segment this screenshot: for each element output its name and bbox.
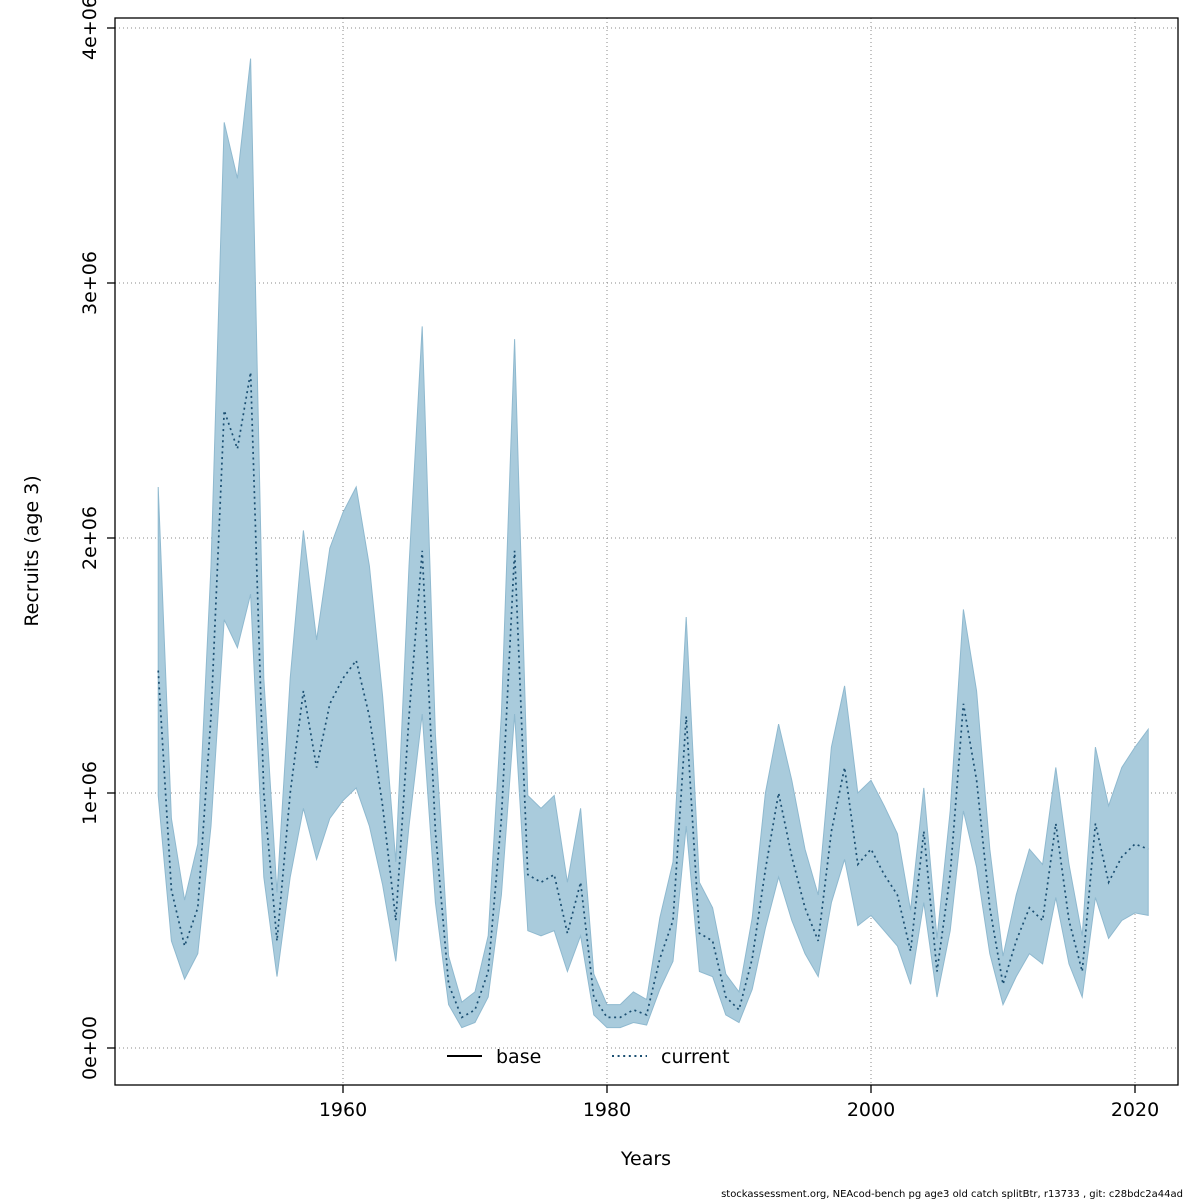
- x-tick-label: 2020: [1111, 1099, 1159, 1121]
- footer-note: stockassessment.org, NEAcod-bench pg age…: [721, 1189, 1183, 1200]
- x-axis-label: Years: [620, 1148, 671, 1170]
- confidence-band: [157, 58, 1149, 1029]
- legend-label-base: base: [496, 1046, 541, 1068]
- confidence-band-group: [157, 58, 1149, 1029]
- y-tick-label: 3e+06: [79, 251, 101, 315]
- x-tick-label: 1960: [319, 1099, 367, 1121]
- axis-ticks: 1960 1980 2000 2020 0e+00 1e+06 2e+06 3e+06 4e+0…: [79, 0, 1159, 1121]
- series-lines-group: [157, 372, 1149, 1019]
- plot-border: [114, 17, 1179, 1086]
- y-axis-label: Recruits (age 3): [21, 475, 43, 626]
- current-line: [157, 372, 1149, 1019]
- y-tick-label: 2e+06: [79, 506, 101, 570]
- y-tick-label: 4e+06: [79, 0, 101, 60]
- x-tick-label: 1980: [583, 1099, 631, 1121]
- legend-label-current: current: [661, 1046, 730, 1068]
- y-tick-label: 0e+00: [79, 1016, 101, 1080]
- legend: base current: [447, 1046, 730, 1068]
- x-tick-label: 2000: [847, 1099, 895, 1121]
- y-tick-label: 1e+06: [79, 761, 101, 825]
